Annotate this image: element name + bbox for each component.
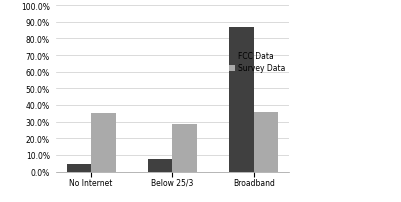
Bar — [148, 159, 172, 172]
Legend: FCC Data, Survey Data: FCC Data, Survey Data — [229, 51, 285, 73]
Bar — [254, 113, 278, 172]
Bar — [229, 28, 254, 172]
Bar — [91, 114, 115, 172]
Bar — [172, 124, 197, 172]
Bar — [67, 164, 91, 172]
